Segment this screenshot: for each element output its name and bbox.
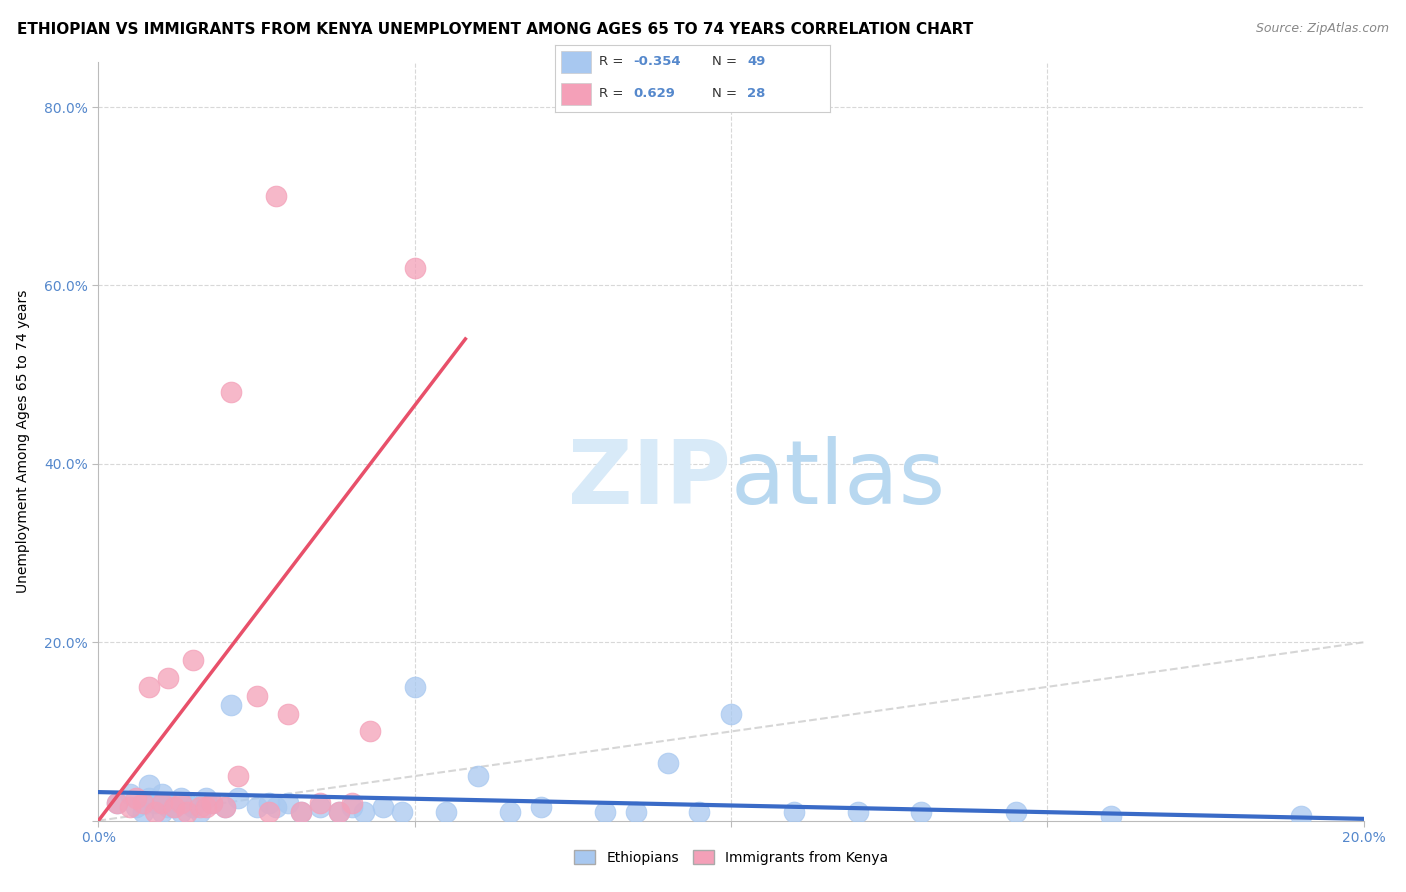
Point <box>624 805 647 819</box>
Point <box>340 800 363 814</box>
Point <box>720 706 742 721</box>
Point <box>176 805 198 819</box>
Point <box>467 769 489 783</box>
Point <box>138 778 160 792</box>
Point <box>107 796 129 810</box>
Point <box>201 796 224 810</box>
Point <box>246 689 269 703</box>
Point <box>219 385 243 400</box>
Point <box>404 260 426 275</box>
Legend: Ethiopians, Immigrants from Kenya: Ethiopians, Immigrants from Kenya <box>569 845 893 871</box>
Point <box>183 653 205 667</box>
Point <box>188 800 211 814</box>
Point <box>290 805 312 819</box>
Point <box>498 805 520 819</box>
Point <box>214 800 236 814</box>
Point <box>910 805 932 819</box>
Point <box>169 796 191 810</box>
Point <box>201 796 224 810</box>
Text: ETHIOPIAN VS IMMIGRANTS FROM KENYA UNEMPLOYMENT AMONG AGES 65 TO 74 YEARS CORREL: ETHIOPIAN VS IMMIGRANTS FROM KENYA UNEMP… <box>17 22 973 37</box>
Text: 49: 49 <box>748 55 766 68</box>
Point <box>150 805 173 819</box>
Point <box>688 805 710 819</box>
Point <box>259 796 281 810</box>
Point <box>150 796 173 810</box>
Point <box>226 791 249 805</box>
Point <box>214 800 236 814</box>
Point <box>846 805 869 819</box>
Point <box>194 791 218 805</box>
Point <box>188 805 211 819</box>
Point <box>1289 809 1312 823</box>
Point <box>219 698 243 712</box>
Point <box>290 805 312 819</box>
Point <box>359 724 381 739</box>
Text: Source: ZipAtlas.com: Source: ZipAtlas.com <box>1256 22 1389 36</box>
Point <box>132 796 155 810</box>
FancyBboxPatch shape <box>561 83 591 104</box>
Text: 28: 28 <box>748 87 766 100</box>
Point <box>436 805 458 819</box>
Point <box>353 805 375 819</box>
Point <box>169 791 191 805</box>
Text: ZIP: ZIP <box>568 436 731 523</box>
Point <box>391 805 413 819</box>
Point <box>150 787 173 801</box>
Point <box>340 796 363 810</box>
Point <box>328 805 350 819</box>
Point <box>125 800 148 814</box>
Point <box>246 800 269 814</box>
Y-axis label: Unemployment Among Ages 65 to 74 years: Unemployment Among Ages 65 to 74 years <box>17 290 31 593</box>
Point <box>404 680 426 694</box>
Point <box>309 796 332 810</box>
Text: R =: R = <box>599 55 628 68</box>
Point <box>132 805 155 819</box>
Point <box>183 800 205 814</box>
Point <box>125 791 148 805</box>
Point <box>157 800 180 814</box>
Point <box>530 800 553 814</box>
Point <box>371 800 394 814</box>
Text: N =: N = <box>711 55 741 68</box>
Text: -0.354: -0.354 <box>634 55 681 68</box>
Point <box>138 791 160 805</box>
Point <box>259 805 281 819</box>
Point <box>157 671 180 685</box>
Point <box>593 805 616 819</box>
Point <box>277 706 299 721</box>
Point <box>328 805 350 819</box>
Point <box>194 800 218 814</box>
Text: atlas: atlas <box>731 436 946 523</box>
Point <box>107 796 129 810</box>
Point <box>138 680 160 694</box>
Point <box>226 769 249 783</box>
Point <box>176 796 198 810</box>
Point <box>120 787 141 801</box>
Point <box>309 800 332 814</box>
Point <box>145 805 166 819</box>
Point <box>277 796 299 810</box>
Point <box>264 189 287 203</box>
Point <box>1099 809 1122 823</box>
Text: N =: N = <box>711 87 741 100</box>
Point <box>120 800 141 814</box>
Point <box>783 805 806 819</box>
Point <box>145 796 166 810</box>
Point <box>657 756 679 770</box>
Point <box>163 800 186 814</box>
Point <box>163 800 186 814</box>
Text: 0.629: 0.629 <box>634 87 675 100</box>
FancyBboxPatch shape <box>561 51 591 73</box>
Point <box>157 796 180 810</box>
Point <box>1004 805 1026 819</box>
Point <box>169 805 191 819</box>
Text: R =: R = <box>599 87 633 100</box>
Point <box>264 800 287 814</box>
